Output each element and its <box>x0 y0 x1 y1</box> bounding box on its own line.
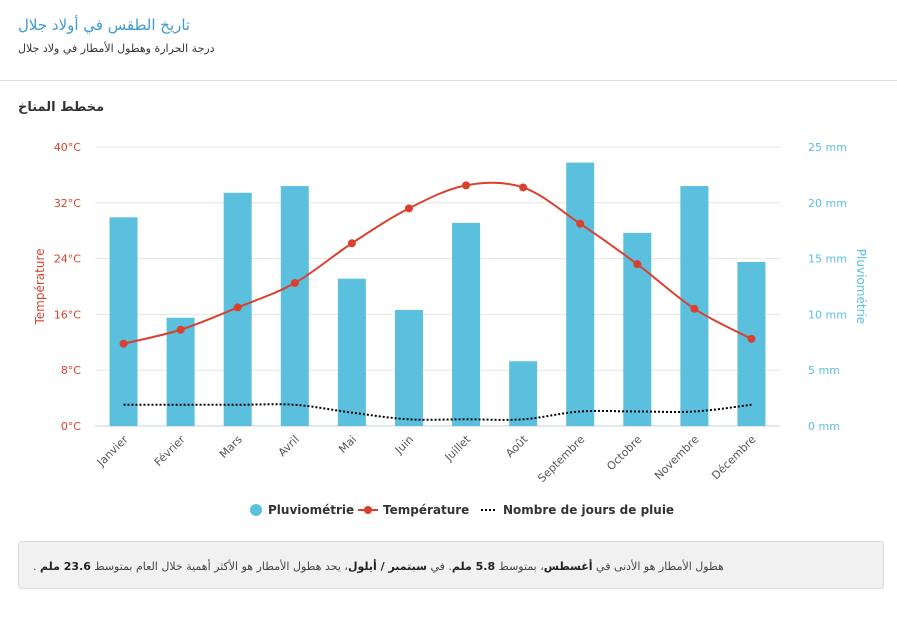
rain-bar <box>109 217 138 426</box>
legend-rain-label: Pluviométrie <box>268 503 354 517</box>
summary-text: . هطول الأمطار هو الأدنى في أغسطس، بمتوس… <box>33 560 724 573</box>
section-title: مخطط المناخ <box>18 100 105 115</box>
left-tick-label: 40°C <box>54 141 81 154</box>
right-tick-label: 0 mm <box>808 420 840 433</box>
temperature-line <box>123 181 752 345</box>
legend-temperature-label: Température <box>383 503 469 517</box>
rain-bar <box>566 162 595 426</box>
rain-bar <box>737 261 766 426</box>
legend-temperature-marker <box>364 506 372 514</box>
temperature-point <box>519 183 528 192</box>
rain-bar <box>452 222 481 426</box>
left-tick-label: 0°C <box>61 420 81 433</box>
temperature-point <box>690 304 699 313</box>
note-max-value: 23.6 ملم <box>40 560 91 573</box>
temperature-point <box>633 260 642 269</box>
note-driest-month: أغسطس <box>543 560 593 573</box>
temperature-point <box>747 334 756 343</box>
left-axis-title: Température <box>33 248 47 325</box>
x-tick-label: Mars <box>217 433 245 461</box>
page-title: تاريخ الطقس في أولاد جلال <box>18 16 191 34</box>
x-tick-label: Janvier <box>94 433 131 470</box>
note-part-3: . في <box>426 560 452 573</box>
rain-bar <box>280 186 309 426</box>
rain-bar <box>394 309 423 426</box>
page-header: تاريخ الطقس في أولاد جلال درجة الحرارة و… <box>0 0 897 81</box>
right-tick-label: 25 mm <box>808 141 847 154</box>
x-tick-label: Février <box>152 433 188 469</box>
left-tick-label: 16°C <box>54 308 81 321</box>
rain-bar <box>337 278 366 426</box>
x-tick-label: Juin <box>392 433 416 457</box>
left-tick-label: 8°C <box>61 364 81 377</box>
right-axis-title: Pluviométrie <box>854 249 868 324</box>
right-tick-label: 5 mm <box>808 364 840 377</box>
right-tick-label: 10 mm <box>808 308 847 321</box>
legend-rain-days-label: Nombre de jours de pluie <box>503 503 674 517</box>
page-subtitle: درجة الحرارة وهطول الأمطار في ولاد جلال <box>18 42 215 55</box>
note-part-1: . هطول الأمطار هو الأدنى في <box>33 560 724 573</box>
climate-chart: 0°C 8°C 16°C 24°C 32°C 40°C 0 mm 5 mm 10 mm 15 mm… <box>33 141 868 517</box>
temperature-point <box>347 239 356 248</box>
x-tick-label: Mai <box>336 433 359 456</box>
x-tick-label: Juillet <box>442 432 474 464</box>
x-tick-label: Août <box>503 432 531 460</box>
temperature-point <box>462 181 471 190</box>
temperature-point <box>176 325 185 334</box>
left-tick-label: 24°C <box>54 253 81 266</box>
note-wettest-month: سبتمبر / أيلول <box>347 560 427 573</box>
right-tick-label: 15 mm <box>808 253 847 266</box>
temperature-point <box>404 204 413 213</box>
temperature-point <box>233 303 242 312</box>
x-tick-label: Avril <box>276 433 302 459</box>
legend-rain-marker <box>250 504 262 516</box>
x-tick-label: Décembre <box>709 433 759 483</box>
rain-bar <box>509 361 538 426</box>
note-part-4: ، يحد هطول الأمطار هو الأكثر أهمية خلال … <box>90 560 348 573</box>
x-tick-label: Novembre <box>652 433 702 483</box>
left-tick-label: 32°C <box>54 197 81 210</box>
temperature-point <box>576 219 585 228</box>
x-tick-label: Octobre <box>604 433 644 473</box>
rain-days-line <box>123 403 752 421</box>
temperature-point <box>119 339 128 348</box>
right-tick-label: 20 mm <box>808 197 847 210</box>
temperature-point <box>290 279 299 288</box>
rain-bar <box>166 317 195 426</box>
x-tick-label: Septembre <box>535 433 587 485</box>
note-min-value: 5.8 ملم <box>451 560 496 573</box>
summary-note: . هطول الأمطار هو الأدنى في أغسطس، بمتوس… <box>18 541 884 589</box>
note-part-2: ، بمتوسط <box>495 560 544 573</box>
